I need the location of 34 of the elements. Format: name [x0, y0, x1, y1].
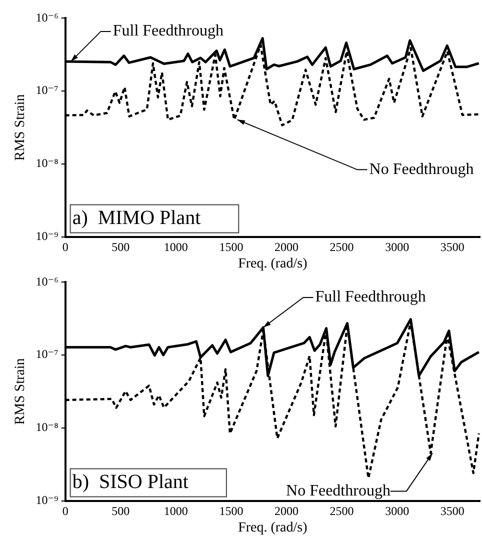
annotation: Full Feedthrough: [112, 22, 224, 40]
x-tick-label: 2500: [330, 504, 354, 518]
annotation: No Feedthrough: [369, 160, 474, 178]
y-tick-label: 10⁻⁷: [36, 347, 58, 362]
x-tick-label: 500: [112, 504, 130, 518]
x-tick-label: 3500: [440, 240, 464, 254]
x-tick-label: 1000: [164, 504, 188, 518]
x-axis-title: Freq. (rad/s): [238, 520, 308, 536]
x-tick-label: 2000: [274, 240, 298, 254]
x-tick-label: 2500: [330, 240, 354, 254]
y-tick-label: 10⁻⁷: [36, 83, 58, 98]
annotation: No Feedthrough: [286, 482, 390, 500]
y-axis-title: RMS Strain: [13, 358, 28, 425]
x-tick-label: 3000: [385, 504, 410, 518]
text: b) SISO Plant: [72, 471, 189, 494]
x-tick-label: 3500: [440, 504, 464, 518]
x-tick-label: 500: [112, 240, 130, 254]
y-tick-label: 10⁻⁹: [36, 492, 58, 507]
x-tick-label: 1500: [219, 504, 244, 518]
x-tick-label: 1000: [164, 240, 188, 254]
x-tick-label: 0: [62, 504, 68, 518]
y-axis-title: RMS Strain: [13, 94, 28, 161]
x-tick-label: 1500: [219, 240, 244, 254]
y-tick-label: 10⁻⁶: [36, 274, 58, 288]
x-axis-title: Freq. (rad/s): [238, 256, 308, 272]
x-tick-label: 3000: [385, 240, 410, 254]
y-tick-label: 10⁻⁶: [36, 10, 58, 24]
text: a) MIMO Plant: [72, 207, 202, 230]
y-tick-label: 10⁻⁹: [36, 228, 58, 243]
x-tick-label: 2000: [274, 504, 298, 518]
annotation: Full Feedthrough: [315, 288, 426, 306]
y-tick-label: 10⁻⁸: [36, 420, 58, 434]
y-tick-label: 10⁻⁸: [36, 156, 58, 170]
x-tick-label: 0: [62, 240, 68, 254]
